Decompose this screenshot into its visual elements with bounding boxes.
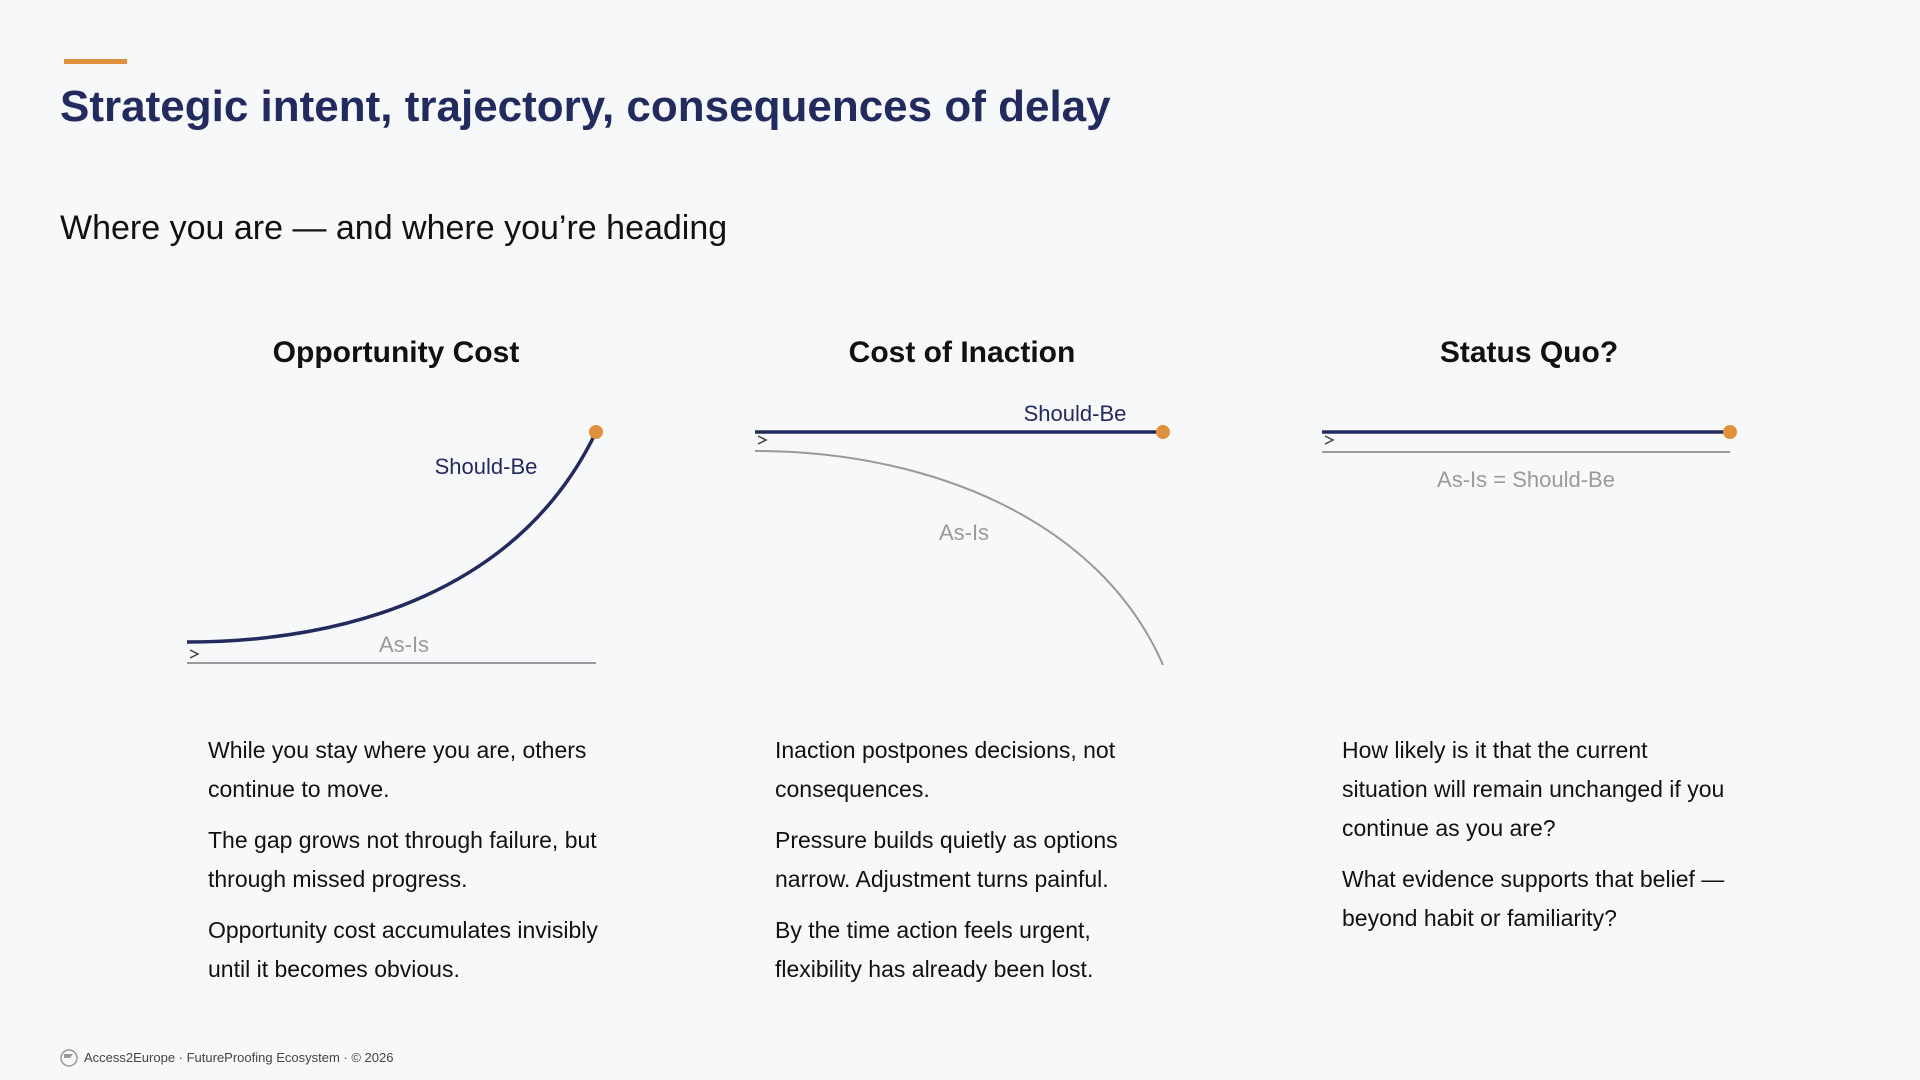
paragraph: The gap grows not through failure, but t… [208,827,597,892]
panel-1-diagram [186,425,603,664]
target-dot [1723,425,1737,439]
should-be-curve [186,431,598,644]
footer-icon [60,1049,78,1067]
paragraph: Inaction postpones decisions, not conseq… [775,737,1116,802]
paragraph: Pressure builds quietly as options narro… [775,827,1118,892]
panel-2-diagram [754,425,1170,666]
equal-label: As-Is = Should-Be [1437,467,1615,492]
subtitle: Where you are — and where you’re heading [60,209,728,247]
panel-text: How likely is it that the current situat… [1342,731,1732,950]
panel-3-diagram [1322,425,1737,453]
paragraph: While you stay where you are, others con… [208,737,587,802]
as-is-label: As-Is [379,632,429,657]
panel-heading: Opportunity Cost [272,336,520,369]
paragraph: What evidence supports that belief — bey… [1342,866,1725,931]
paragraph: By the time action feels urgent, flexibi… [775,917,1094,982]
paragraph: How likely is it that the current situat… [1342,737,1725,841]
arrow [757,435,768,445]
paragraph: Opportunity cost accumulates invisibly u… [208,917,598,982]
panel-text: Inaction postpones decisions, not conseq… [775,731,1165,1001]
arrow [1324,435,1335,445]
target-dot [589,425,603,439]
should-be-label: Should-Be [435,454,538,479]
as-is-label: As-Is [939,520,989,545]
panel-text: While you stay where you are, others con… [208,731,598,1001]
panel-heading: Status Quo? [1439,336,1619,369]
arrow [189,649,200,659]
target-dot [1156,425,1170,439]
accent-bar [64,59,127,64]
footer: Access2Europe · FutureProofing Ecosystem… [84,1050,394,1065]
should-be-label: Should-Be [1024,401,1127,426]
as-is-curve [754,450,1164,666]
panel-heading: Cost of Inaction [848,336,1076,369]
title: Strategic intent, trajectory, consequenc… [60,82,1111,131]
